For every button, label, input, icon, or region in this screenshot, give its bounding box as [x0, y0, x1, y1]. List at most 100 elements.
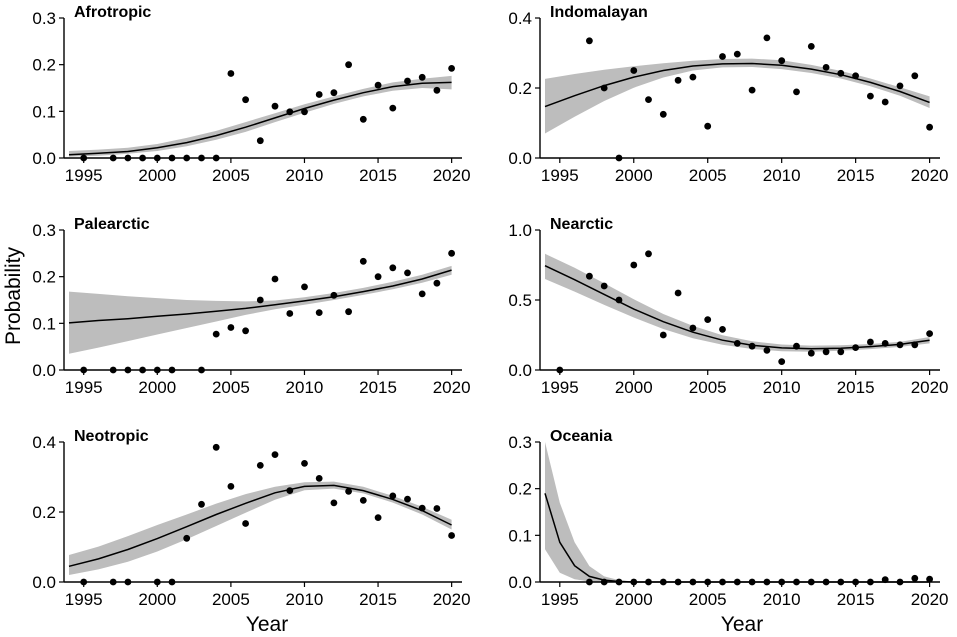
x-tick-label: 2010: [286, 166, 324, 185]
data-point: [763, 347, 771, 354]
confidence-band: [545, 442, 930, 582]
data-point: [867, 338, 874, 346]
panel-neotropic: 0.0 0.2 0.4 1995 2000 2005 2010 2015 2020 Neotrop…: [32, 428, 470, 609]
data-point: [837, 69, 845, 77]
data-point: [645, 96, 652, 103]
x-tick-label: 2020: [911, 590, 949, 609]
data-point: [301, 283, 308, 291]
y-tick-label: 0.0: [508, 573, 532, 592]
data-point: [256, 296, 264, 304]
data-point: [763, 34, 771, 42]
fit-line: [68, 484, 452, 568]
data-point: [286, 108, 294, 116]
data-point: [822, 348, 830, 356]
y-tick-label: 0.2: [32, 503, 56, 522]
y-tick-label: 0.0: [508, 149, 532, 168]
data-point: [301, 108, 308, 116]
x-tick-label: 2005: [212, 166, 250, 185]
data-point: [345, 308, 352, 316]
confidence-band: [69, 265, 452, 354]
data-point: [689, 324, 697, 332]
x-tick-label: 2020: [911, 166, 949, 185]
x-tick-label: 2000: [138, 378, 176, 397]
data-point: [315, 91, 323, 98]
x-tick-label: 2000: [615, 378, 653, 397]
x-tick-label: 2010: [286, 378, 324, 397]
y-tick-label: 1.0: [508, 221, 532, 240]
data-point: [330, 89, 338, 97]
data-point: [418, 290, 426, 298]
data-point: [345, 488, 352, 495]
data-point: [926, 330, 933, 337]
y-tick-label: 0.2: [32, 268, 56, 287]
data-point: [674, 76, 682, 84]
x-tick-label: 2000: [615, 590, 653, 609]
data-point: [242, 96, 250, 104]
fit-line: [544, 493, 930, 583]
x-tick-label: 2010: [763, 590, 801, 609]
data-point: [256, 137, 264, 145]
data-point: [389, 264, 397, 272]
data-point: [418, 73, 426, 81]
data-point: [404, 269, 411, 277]
data-point: [242, 520, 250, 527]
fit-line: [544, 265, 930, 350]
x-tick-label: 2010: [763, 378, 801, 397]
data-point: [807, 349, 815, 357]
data-point: [896, 341, 904, 349]
data-point: [359, 115, 367, 123]
data-point: [227, 483, 235, 490]
x-tick-label: 2020: [433, 378, 471, 397]
data-point: [286, 487, 294, 494]
x-tick-label: 2000: [138, 590, 176, 609]
data-point: [315, 475, 323, 482]
data-point: [256, 462, 264, 469]
panel-title: Palearctic: [74, 216, 150, 233]
x-tick-label: 2000: [615, 166, 653, 185]
data-point: [198, 500, 205, 508]
data-point: [837, 348, 845, 356]
panel-title: Oceania: [550, 428, 612, 445]
y-axis-title: Probability: [2, 246, 25, 345]
data-point: [881, 98, 889, 106]
y-tick-label: 0.3: [508, 433, 532, 452]
data-point: [271, 102, 279, 110]
data-point: [227, 324, 235, 331]
data-point: [689, 73, 697, 81]
data-point: [911, 72, 919, 80]
data-point: [330, 499, 338, 507]
data-point: [586, 272, 593, 280]
data-point: [881, 340, 889, 347]
data-point: [271, 451, 279, 458]
data-point: [733, 50, 741, 58]
x-tick-label: 2005: [689, 166, 727, 185]
data-point: [183, 534, 191, 542]
confidence-band: [69, 481, 452, 575]
data-point: [911, 574, 919, 582]
y-tick-label: 0.4: [32, 433, 56, 452]
confidence-band: [545, 253, 930, 352]
data-point: [301, 460, 308, 467]
panel-oceania: 0.0 0.1 0.2 0.3 1995 2000 2005 2010 2015 2020 Ocea…: [508, 428, 948, 609]
x-tick-label: 2000: [138, 166, 176, 185]
y-tick-label: 0.3: [32, 221, 56, 240]
data-point: [212, 443, 220, 451]
data-point: [286, 310, 294, 317]
data-point: [630, 67, 638, 74]
y-tick-label: 0.3: [32, 9, 56, 28]
data-point: [896, 82, 904, 90]
x-tick-label: 2015: [359, 590, 397, 609]
x-tick-label: 2005: [212, 378, 250, 397]
x-tick-label: 1995: [65, 590, 103, 609]
data-point: [359, 497, 367, 504]
fit-line: [544, 62, 930, 108]
data-point: [793, 88, 800, 96]
y-tick-label: 0.2: [508, 480, 532, 499]
data-point: [389, 104, 397, 112]
data-point: [911, 341, 919, 349]
data-point: [852, 72, 859, 80]
data-point: [315, 309, 323, 316]
y-tick-label: 0.2: [32, 56, 56, 75]
y-tick-label: 0.1: [508, 526, 532, 545]
